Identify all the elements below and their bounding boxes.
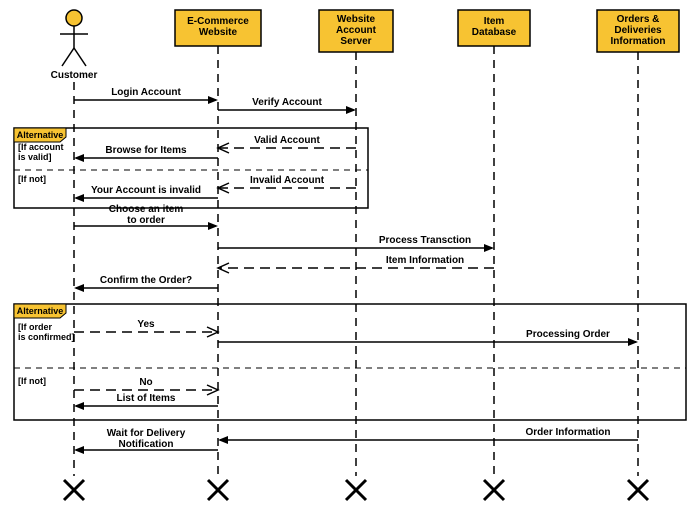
svg-text:List of Items: List of Items bbox=[117, 393, 176, 404]
svg-text:Yes: Yes bbox=[137, 319, 155, 330]
svg-text:[If order: [If order bbox=[18, 322, 52, 332]
svg-text:No: No bbox=[139, 377, 152, 388]
svg-text:Processing Order: Processing Order bbox=[526, 329, 610, 340]
svg-text:Valid Account: Valid Account bbox=[254, 135, 320, 146]
svg-text:Alternative: Alternative bbox=[17, 130, 64, 140]
svg-text:Order Information: Order Information bbox=[525, 427, 610, 438]
svg-text:[If not]: [If not] bbox=[18, 174, 46, 184]
svg-text:Account: Account bbox=[336, 25, 377, 36]
svg-text:Verify Account: Verify Account bbox=[252, 97, 322, 108]
svg-text:Website: Website bbox=[199, 27, 238, 38]
svg-text:is confirmed]: is confirmed] bbox=[18, 332, 75, 342]
svg-text:Process Transction: Process Transction bbox=[379, 235, 471, 246]
svg-text:Alternative: Alternative bbox=[17, 306, 64, 316]
svg-text:Item: Item bbox=[484, 16, 505, 27]
svg-text:Invalid Account: Invalid Account bbox=[250, 175, 325, 186]
svg-text:Choose an item: Choose an item bbox=[109, 204, 184, 215]
svg-text:Browse for Items: Browse for Items bbox=[105, 145, 187, 156]
svg-text:Database: Database bbox=[472, 27, 517, 38]
svg-text:is valid]: is valid] bbox=[18, 152, 52, 162]
svg-text:Orders &: Orders & bbox=[617, 14, 660, 25]
svg-text:Notification: Notification bbox=[119, 439, 174, 450]
svg-text:Customer: Customer bbox=[51, 70, 98, 81]
svg-text:Confirm the Order?: Confirm the Order? bbox=[100, 275, 192, 286]
svg-text:Wait for Delivery: Wait for Delivery bbox=[107, 428, 186, 439]
svg-text:E-Commerce: E-Commerce bbox=[187, 16, 249, 27]
svg-text:[If account: [If account bbox=[18, 142, 64, 152]
svg-text:Website: Website bbox=[337, 14, 376, 25]
alt-frame-1 bbox=[14, 304, 686, 420]
svg-text:to order: to order bbox=[127, 215, 165, 226]
svg-text:Login Account: Login Account bbox=[111, 87, 181, 98]
sequence-diagram: CustomerE-CommerceWebsiteWebsiteAccountS… bbox=[0, 0, 700, 509]
svg-text:Item Information: Item Information bbox=[386, 255, 464, 266]
actor-head-icon bbox=[66, 10, 82, 26]
svg-text:Server: Server bbox=[340, 36, 371, 47]
svg-text:Deliveries: Deliveries bbox=[614, 25, 662, 36]
svg-text:Information: Information bbox=[611, 36, 666, 47]
svg-text:[If not]: [If not] bbox=[18, 376, 46, 386]
svg-text:Your Account is invalid: Your Account is invalid bbox=[91, 185, 201, 196]
